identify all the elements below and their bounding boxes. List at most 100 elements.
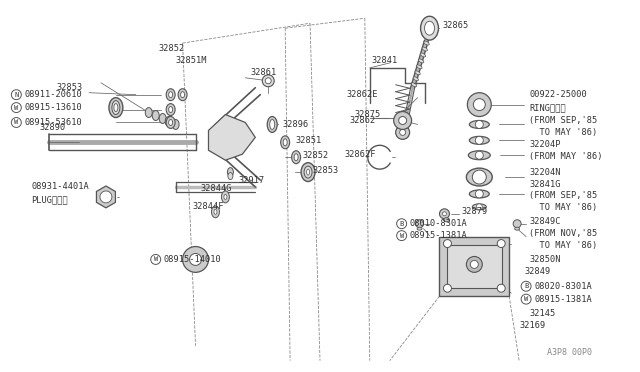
Ellipse shape [515,227,520,230]
Text: 32917: 32917 [238,176,264,185]
Ellipse shape [467,168,492,186]
Ellipse shape [301,163,315,182]
Ellipse shape [166,89,175,101]
Circle shape [476,121,483,128]
Text: 08020-8301A: 08020-8301A [534,282,592,291]
Text: 32862E: 32862E [347,90,378,99]
Ellipse shape [159,113,166,124]
Ellipse shape [269,119,275,129]
Text: 08010-8301A: 08010-8301A [410,219,467,228]
Ellipse shape [424,41,429,45]
Text: W: W [14,119,19,125]
Ellipse shape [268,116,277,132]
Text: 32851: 32851 [295,136,321,145]
Circle shape [474,99,485,110]
Polygon shape [97,186,115,208]
Text: 32844G: 32844G [200,185,232,193]
Text: 32841G: 32841G [529,180,561,189]
Circle shape [397,219,406,229]
Ellipse shape [228,173,233,180]
Text: 00922-25000: 00922-25000 [529,90,587,99]
Ellipse shape [214,209,217,214]
Circle shape [444,284,451,292]
Ellipse shape [422,47,428,51]
Text: 32879: 32879 [461,207,488,216]
Ellipse shape [281,136,290,149]
Text: TO MAY '86): TO MAY '86) [529,203,597,212]
Ellipse shape [304,166,312,178]
Circle shape [262,75,274,87]
Text: TO MAY '86): TO MAY '86) [529,128,597,137]
Text: 32204N: 32204N [529,168,561,177]
Text: B: B [524,283,528,289]
Ellipse shape [114,104,118,112]
Text: 32841: 32841 [372,57,398,65]
Circle shape [397,231,406,241]
Circle shape [476,204,483,210]
Ellipse shape [468,151,490,160]
Ellipse shape [292,151,301,164]
Ellipse shape [112,101,120,115]
Polygon shape [209,115,255,160]
Ellipse shape [283,139,287,146]
Text: W: W [399,232,404,238]
Text: 08915-14010: 08915-14010 [164,255,221,264]
Circle shape [521,281,531,291]
Circle shape [467,256,483,272]
Circle shape [513,220,521,228]
Circle shape [151,254,161,264]
Text: 32862F: 32862F [345,150,376,159]
Ellipse shape [412,83,417,87]
Text: 32853: 32853 [312,166,339,174]
Circle shape [265,78,271,84]
Ellipse shape [224,195,227,199]
Text: 08915-53610: 08915-53610 [24,118,82,127]
Ellipse shape [419,59,424,63]
Text: (FROM SEP,'85: (FROM SEP,'85 [529,192,597,201]
Text: 32865: 32865 [442,21,468,30]
Circle shape [444,240,451,247]
Ellipse shape [165,116,172,126]
Ellipse shape [417,65,422,69]
Text: 32890: 32890 [39,123,65,132]
Text: PLUGプラグ: PLUGプラグ [31,195,68,204]
Ellipse shape [307,169,310,175]
Text: W: W [154,256,158,263]
Text: 32896: 32896 [282,120,308,129]
Ellipse shape [469,137,489,144]
Text: 08911-20610: 08911-20610 [24,90,82,99]
Text: 32852: 32852 [159,44,185,52]
Text: 08915-1381A: 08915-1381A [534,295,592,304]
Circle shape [415,220,424,228]
Ellipse shape [424,21,435,35]
Circle shape [497,284,505,292]
Text: N: N [14,92,19,98]
Circle shape [476,190,483,198]
Text: 32852: 32852 [302,151,328,160]
Ellipse shape [469,190,489,198]
Text: 08915-13610: 08915-13610 [24,103,82,112]
Ellipse shape [109,98,123,118]
Ellipse shape [417,227,422,230]
Text: 32169: 32169 [519,321,545,330]
Ellipse shape [166,116,175,128]
Text: 32145: 32145 [529,308,556,318]
Ellipse shape [211,206,220,218]
Circle shape [12,90,21,100]
Circle shape [472,170,486,184]
Text: (FROM SEP,'85: (FROM SEP,'85 [529,116,597,125]
Circle shape [12,103,21,113]
Text: 32853: 32853 [56,83,83,92]
Circle shape [399,116,406,125]
Ellipse shape [221,191,229,203]
Ellipse shape [169,107,173,113]
Text: 32850N: 32850N [529,255,561,264]
Ellipse shape [420,53,426,57]
Ellipse shape [413,77,419,81]
Text: TO MAY '86): TO MAY '86) [529,241,597,250]
Circle shape [476,137,483,144]
Ellipse shape [227,168,234,177]
Text: 32844F: 32844F [193,202,224,211]
Circle shape [394,112,412,129]
Text: W: W [524,296,528,302]
